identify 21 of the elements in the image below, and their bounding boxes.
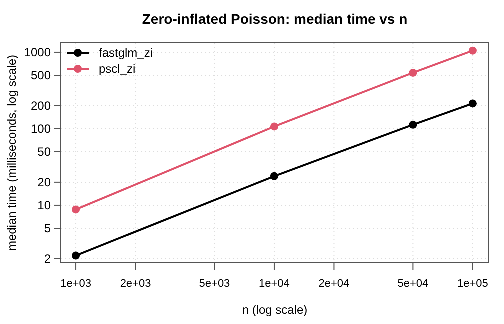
x-tick-label: 5e+04 [398, 278, 429, 290]
x-tick-label: 1e+05 [457, 278, 488, 290]
x-axis-title: n (log scale) [242, 303, 308, 317]
y-tick-label: 20 [38, 176, 52, 190]
chart-title: Zero-inflated Poisson: median time vs n [142, 11, 408, 27]
legend-label: fastglm_zi [99, 46, 154, 60]
legend-label: pscl_zi [99, 62, 136, 76]
y-tick-label: 200 [30, 99, 52, 114]
y-tick-label: 50 [38, 145, 52, 160]
y-tick-label: 1000 [24, 46, 52, 60]
x-tick-label: 2e+03 [120, 278, 152, 290]
y-axis-title: median time (milliseconds, log scale) [5, 54, 19, 252]
x-tick-label: 5e+03 [199, 278, 230, 290]
y-tick-label: 2 [44, 252, 52, 266]
x-tick-label: 1e+03 [60, 278, 92, 290]
y-tick-label: 10 [38, 198, 52, 213]
x-tick-label: 1e+04 [259, 278, 290, 290]
y-tick-label: 500 [30, 68, 52, 83]
y-tick-label: 5 [44, 222, 52, 236]
x-tick-label: 2e+04 [318, 278, 350, 290]
y-tick-label: 100 [30, 122, 52, 136]
